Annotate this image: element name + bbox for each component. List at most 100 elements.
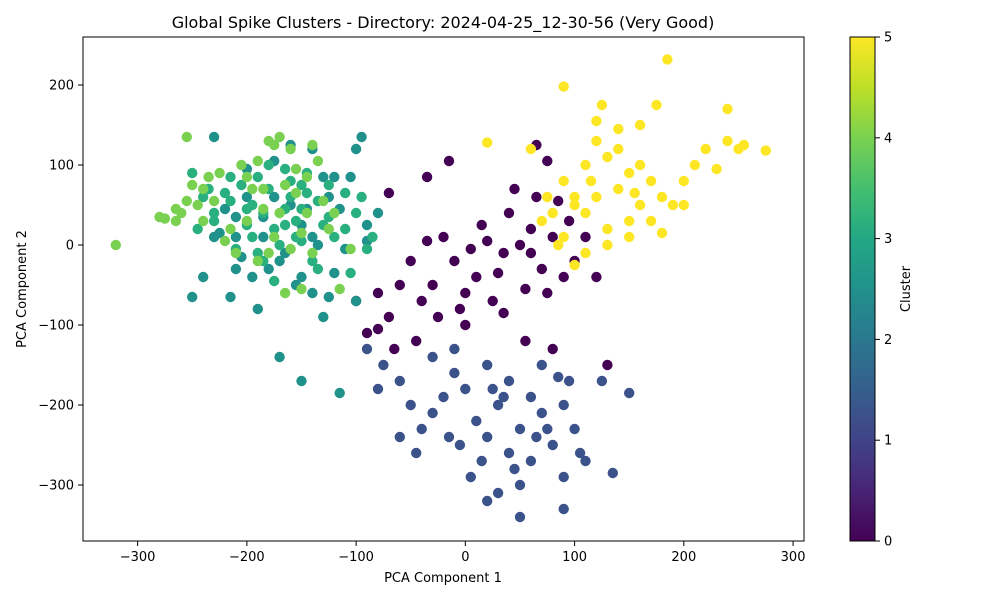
- point-cluster-5: [613, 123, 624, 135]
- point-cluster-5: [634, 199, 646, 211]
- point-cluster-1: [482, 359, 493, 371]
- point-cluster-1: [580, 455, 591, 467]
- point-cluster-0: [476, 219, 487, 231]
- point-cluster-4: [198, 183, 209, 195]
- point-cluster-2: [274, 255, 285, 267]
- point-cluster-4: [301, 171, 313, 183]
- point-cluster-1: [443, 431, 455, 443]
- point-cluster-4: [230, 247, 242, 259]
- point-cluster-1: [514, 479, 526, 491]
- point-cluster-5: [624, 231, 635, 243]
- point-cluster-4: [290, 187, 302, 199]
- x-tick-label: −100: [338, 550, 374, 565]
- point-cluster-4: [187, 179, 198, 191]
- point-cluster-5: [634, 159, 646, 171]
- point-cluster-3: [296, 179, 307, 191]
- point-cluster-4: [219, 235, 231, 247]
- point-cluster-1: [563, 375, 575, 387]
- point-cluster-2: [274, 351, 285, 363]
- point-cluster-0: [460, 287, 471, 299]
- point-cluster-5: [722, 135, 733, 147]
- point-cluster-5: [613, 143, 624, 155]
- point-cluster-4: [318, 195, 329, 207]
- point-cluster-5: [678, 175, 689, 187]
- point-cluster-1: [460, 383, 471, 395]
- point-cluster-1: [378, 359, 389, 371]
- point-cluster-5: [596, 99, 608, 111]
- point-cluster-4: [263, 135, 274, 147]
- point-cluster-5: [580, 207, 591, 219]
- y-axis-ticks: −300 −200 −100 0 100 200: [38, 79, 83, 494]
- point-cluster-4: [285, 143, 296, 155]
- point-cluster-0: [498, 247, 509, 259]
- point-cluster-1: [536, 407, 547, 419]
- point-cluster-5: [656, 227, 668, 239]
- point-cluster-2: [258, 231, 269, 243]
- plot-frame: [82, 36, 805, 542]
- point-cluster-2: [208, 131, 220, 143]
- y-tick-label: −300: [38, 479, 74, 494]
- point-cluster-4: [269, 231, 280, 243]
- point-cluster-1: [514, 423, 526, 435]
- point-cluster-3: [329, 231, 340, 243]
- point-cluster-2: [372, 207, 384, 219]
- point-cluster-2: [219, 203, 231, 215]
- point-cluster-4: [159, 213, 171, 224]
- point-cluster-0: [372, 323, 384, 335]
- point-cluster-1: [503, 375, 515, 387]
- point-cluster-4: [225, 223, 236, 235]
- point-cluster-4: [279, 179, 291, 191]
- point-cluster-0: [427, 279, 438, 291]
- point-cluster-3: [312, 263, 324, 275]
- point-cluster-4: [296, 227, 307, 239]
- point-cluster-4: [296, 283, 307, 295]
- point-cluster-1: [503, 447, 515, 459]
- point-cluster-5: [558, 81, 569, 92]
- point-cluster-5: [558, 175, 569, 187]
- point-cluster-0: [432, 311, 444, 323]
- y-tick-label: −100: [38, 319, 74, 334]
- point-cluster-1: [492, 487, 504, 499]
- point-cluster-5: [525, 143, 537, 155]
- point-cluster-5: [602, 223, 613, 235]
- point-cluster-1: [525, 391, 537, 403]
- point-cluster-4: [279, 287, 291, 299]
- point-cluster-5: [651, 99, 662, 111]
- point-cluster-0: [525, 223, 537, 235]
- point-cluster-4: [203, 171, 214, 183]
- point-cluster-4: [329, 207, 340, 219]
- point-cluster-2: [329, 171, 340, 183]
- point-cluster-4: [214, 167, 225, 179]
- point-cluster-5: [558, 231, 569, 243]
- point-cluster-1: [394, 375, 405, 387]
- point-cluster-2: [312, 239, 324, 251]
- point-cluster-5: [602, 239, 613, 251]
- colorbar-tick-label: 2: [884, 333, 892, 348]
- point-cluster-3: [269, 275, 280, 287]
- point-cluster-0: [553, 195, 564, 207]
- point-cluster-5: [569, 259, 580, 271]
- point-cluster-4: [274, 131, 285, 143]
- point-cluster-1: [476, 455, 487, 467]
- point-cluster-4: [274, 207, 285, 219]
- point-cluster-2: [307, 287, 318, 299]
- point-cluster-2: [296, 271, 307, 283]
- point-cluster-0: [520, 283, 531, 295]
- point-cluster-0: [514, 239, 526, 251]
- point-cluster-4: [181, 131, 192, 143]
- point-cluster-0: [438, 231, 449, 243]
- point-cluster-1: [558, 471, 569, 483]
- point-cluster-5: [722, 103, 733, 115]
- point-cluster-1: [427, 407, 438, 419]
- point-cluster-0: [498, 307, 509, 319]
- point-cluster-4: [192, 199, 203, 211]
- point-cluster-4: [290, 163, 302, 175]
- y-tick-label: 100: [49, 159, 74, 174]
- point-cluster-3: [187, 167, 198, 179]
- point-cluster-5: [656, 191, 668, 203]
- point-cluster-5: [591, 135, 602, 147]
- point-cluster-4: [334, 283, 345, 295]
- point-cluster-4: [181, 195, 192, 207]
- point-cluster-4: [263, 247, 274, 259]
- point-cluster-4: [252, 155, 263, 167]
